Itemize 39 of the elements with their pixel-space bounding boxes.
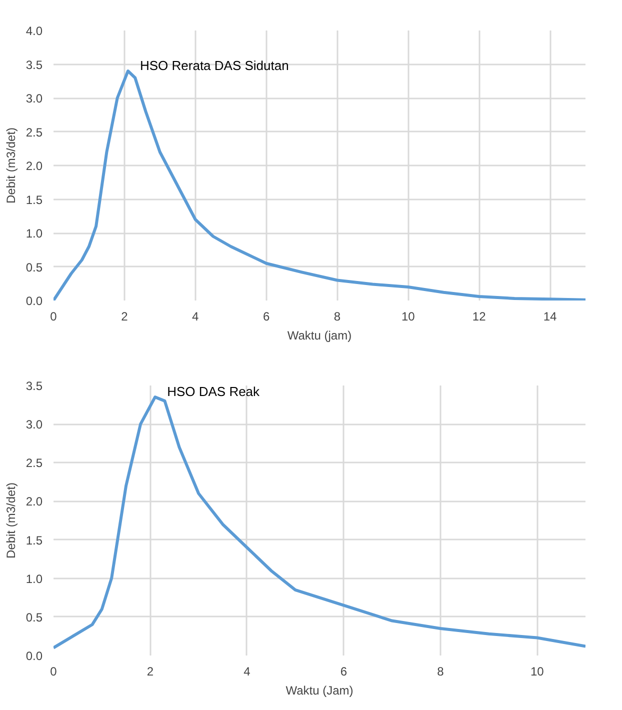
x-tick-label: 6 xyxy=(262,310,270,324)
x-tick-label: 8 xyxy=(334,310,341,324)
y-axis-title: Debit (m3/det) xyxy=(4,482,18,559)
y-tick-label: 0.5 xyxy=(26,610,43,624)
x-tick-label: 0 xyxy=(50,310,58,324)
x-axis-title: Waktu (Jam) xyxy=(286,684,354,698)
series-label: HSO Rerata DAS Sidutan xyxy=(140,58,289,73)
x-axis-title: Waktu (jam) xyxy=(287,328,352,342)
x-tick-label: 8 xyxy=(437,664,444,678)
x-tick-label: 4 xyxy=(244,664,251,678)
y-tick-label: 2.5 xyxy=(26,456,43,470)
series-label: HSO DAS Reak xyxy=(167,384,260,400)
x-tick-label: 2 xyxy=(146,664,154,678)
y-tick-label: 1.0 xyxy=(26,572,43,586)
x-tick-label: 10 xyxy=(401,310,416,324)
y-tick-label: 1.5 xyxy=(26,192,43,207)
y-tick-label: 3.0 xyxy=(26,418,43,432)
y-tick-label: 2.0 xyxy=(26,494,43,509)
y-tick-label: 0.5 xyxy=(26,260,43,274)
x-tick-label: 10 xyxy=(530,664,544,678)
x-tick-label: 6 xyxy=(340,664,348,678)
y-tick-label: 0.0 xyxy=(26,294,43,308)
y-tick-label: 2.5 xyxy=(26,125,43,140)
x-tick-label: 12 xyxy=(472,310,486,324)
y-tick-label: 1.0 xyxy=(26,226,43,240)
line-series xyxy=(54,396,586,650)
y-axis-title: Debit (m3/det) xyxy=(4,127,18,204)
y-tick-label: 2.0 xyxy=(26,159,43,173)
y-tick-label: 1.5 xyxy=(26,533,43,548)
y-tick-label: 4.0 xyxy=(26,24,43,38)
y-tick-label: 3.5 xyxy=(26,58,43,72)
y-tick-label: 3.5 xyxy=(26,379,43,393)
line-series xyxy=(54,70,586,300)
y-tick-label: 3.0 xyxy=(26,92,43,106)
y-tick-label: 0.0 xyxy=(26,649,43,663)
x-tick-label: 14 xyxy=(543,310,558,324)
x-tick-label: 0 xyxy=(50,664,58,678)
x-tick-label: 4 xyxy=(192,310,200,324)
x-tick-label: 2 xyxy=(121,310,128,324)
